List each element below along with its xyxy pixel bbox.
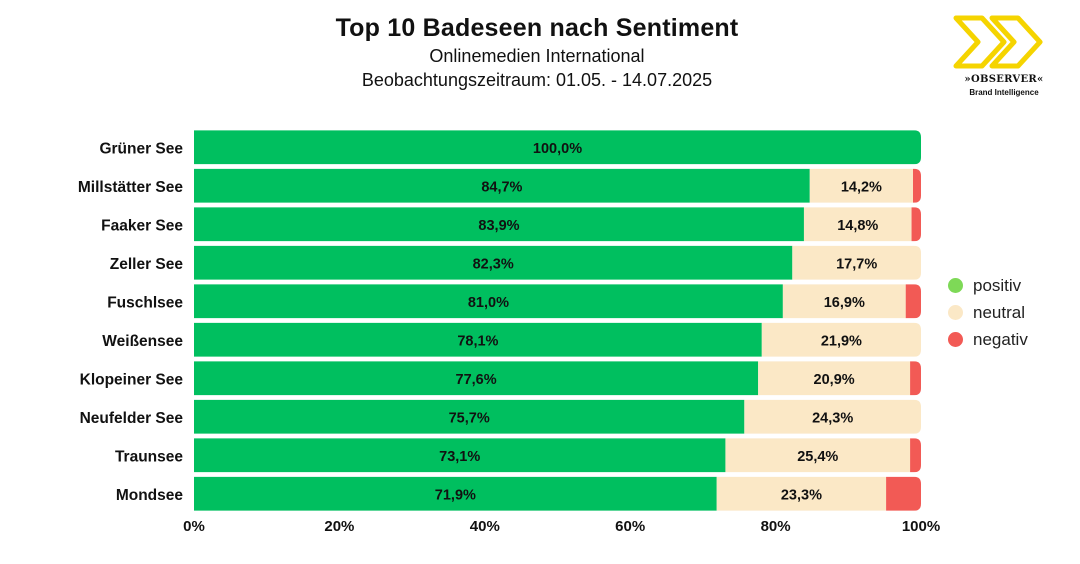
category-label: Weißensee <box>102 333 183 350</box>
bar-segment-neutral <box>744 399 921 434</box>
data-label-positiv: 83,9% <box>478 218 519 234</box>
data-label-neutral: 16,9% <box>824 295 865 311</box>
legend-item-neutral: neutral <box>948 299 1028 326</box>
legend-dot-negativ <box>948 332 963 347</box>
bar-row-traunsee: Traunsee 73,1% 25,4% <box>115 438 921 473</box>
legend-item-negativ: negativ <box>948 326 1028 353</box>
bar-segment-positiv <box>194 322 762 357</box>
legend-dot-positiv <box>948 278 963 293</box>
bar-segment-negativ <box>905 284 921 319</box>
data-label-neutral: 24,3% <box>812 410 853 426</box>
category-label: Fuschlsee <box>107 294 183 311</box>
bar-segment-neutral <box>803 207 912 242</box>
data-label-positiv: 71,9% <box>435 487 476 503</box>
data-label-neutral: 14,8% <box>837 218 878 234</box>
legend-label-negativ: negativ <box>973 329 1028 349</box>
data-label-positiv: 78,1% <box>457 333 498 349</box>
x-tick-label: 60% <box>615 518 645 535</box>
category-label: Millstätter See <box>78 179 183 196</box>
bar-segment-neutral <box>761 322 921 357</box>
bar-row-zeller-see: Zeller See 82,3% 17,7% <box>110 245 921 280</box>
x-tick-label: 0% <box>183 518 205 535</box>
chart-header: Top 10 Badeseen nach Sentiment Onlinemed… <box>0 12 1074 92</box>
data-label-positiv: 82,3% <box>473 256 514 272</box>
bar-segment-neutral <box>792 245 921 280</box>
bar-segment-negativ <box>910 438 921 473</box>
observation-period: Beobachtungszeitraum: 01.05. - 14.07.202… <box>361 70 713 90</box>
x-axis: 0% 20% 40% 60% 80% 100% <box>183 518 940 535</box>
data-label-neutral: 20,9% <box>814 372 855 388</box>
category-label: Klopeiner See <box>80 371 184 388</box>
data-label-positiv: 81,0% <box>468 295 509 311</box>
data-label-neutral: 21,9% <box>821 333 862 349</box>
data-label-positiv: 84,7% <box>481 179 522 195</box>
chart-subtitle: Onlinemedien International <box>429 46 645 66</box>
legend-item-positiv: positiv <box>948 272 1028 299</box>
logo-brand: »OBSERVER« <box>964 74 1044 85</box>
data-label-neutral: 17,7% <box>836 256 877 272</box>
bar-segment-positiv <box>194 130 921 165</box>
x-tick-label: 100% <box>902 518 940 535</box>
bar-row-neufelder-see: Neufelder See 75,7% 24,3% <box>80 399 921 434</box>
data-label-positiv: 73,1% <box>439 449 480 465</box>
x-tick-label: 20% <box>324 518 354 535</box>
bar-row-fuschlsee: Fuschlsee 81,0% 16,9% <box>107 284 921 319</box>
double-chevron-logo-icon <box>953 15 1043 69</box>
legend-label-positiv: positiv <box>973 275 1022 295</box>
bar-segment-neutral <box>758 361 911 396</box>
category-label: Mondsee <box>116 487 184 504</box>
category-label: Zeller See <box>110 256 184 273</box>
bar-segment-positiv <box>194 438 726 473</box>
bar-row-millstaetter-see: Millstätter See 84,7% 14,2% <box>78 168 921 203</box>
chart-legend: positiv neutral negativ <box>948 272 1028 353</box>
observer-logo: »OBSERVER« Brand Intelligence <box>948 14 1060 102</box>
bar-segment-positiv <box>194 476 717 511</box>
bar-row-klopeiner-see: Klopeiner See 77,6% 20,9% <box>80 361 921 396</box>
legend-dot-neutral <box>948 305 963 320</box>
bar-row-mondsee: Mondsee 71,9% 23,3% <box>116 476 921 511</box>
bar-segment-neutral <box>782 284 906 319</box>
bar-segment-neutral <box>725 438 911 473</box>
bar-segment-negativ <box>911 207 921 242</box>
bar-segment-positiv <box>194 361 759 396</box>
category-label: Faaker See <box>101 217 183 234</box>
logo-tagline: Brand Intelligence <box>969 88 1039 97</box>
bar-segment-negativ <box>886 476 921 511</box>
category-label: Neufelder See <box>80 410 184 427</box>
data-label-positiv: 100,0% <box>533 141 582 157</box>
bar-segment-positiv <box>194 399 745 434</box>
bar-segment-positiv <box>194 245 793 280</box>
bar-row-faaker-see: Faaker See 83,9% 14,8% <box>101 207 921 242</box>
bar-row-weissensee: Weißensee 78,1% 21,9% <box>102 322 921 357</box>
category-label: Grüner See <box>99 140 183 157</box>
data-label-neutral: 14,2% <box>841 179 882 195</box>
bar-segment-neutral <box>809 168 914 203</box>
data-label-neutral: 23,3% <box>781 487 822 503</box>
chart-title: Top 10 Badeseen nach Sentiment <box>335 14 739 42</box>
bar-segment-positiv <box>194 284 783 319</box>
legend-label-neutral: neutral <box>973 302 1025 322</box>
bar-segment-neutral <box>716 476 887 511</box>
category-label: Traunsee <box>115 448 183 465</box>
x-tick-label: 80% <box>761 518 791 535</box>
bar-row-gruener-see: Grüner See 100,0% <box>99 130 921 165</box>
bar-segment-negativ <box>910 361 921 396</box>
data-label-neutral: 25,4% <box>797 449 838 465</box>
bar-segment-negativ <box>913 168 921 203</box>
bar-segment-positiv <box>194 168 810 203</box>
data-label-positiv: 75,7% <box>449 410 490 426</box>
bar-segment-positiv <box>194 207 804 242</box>
data-label-positiv: 77,6% <box>456 372 497 388</box>
x-tick-label: 40% <box>470 518 500 535</box>
